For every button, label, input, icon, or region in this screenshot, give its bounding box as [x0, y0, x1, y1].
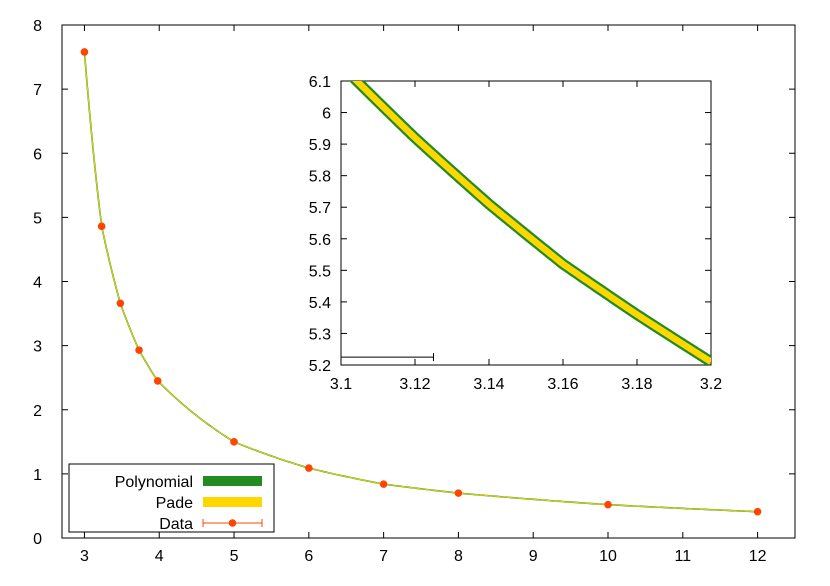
data-point	[379, 480, 388, 488]
data-point	[454, 489, 463, 497]
y-tick-label: 3	[33, 339, 42, 356]
data-point	[135, 346, 143, 354]
x-tick-label: 12	[749, 548, 767, 565]
x-tick-label: 9	[529, 548, 538, 565]
inset-y-tick-label: 5.3	[309, 326, 331, 343]
data-point	[153, 377, 162, 385]
inset-curves	[349, 81, 711, 365]
y-tick-label: 0	[33, 531, 42, 548]
y-tick-label: 2	[33, 403, 42, 420]
y-tick-label: 5	[33, 210, 42, 227]
legend-label: Pade	[156, 495, 193, 512]
data-point	[604, 500, 612, 509]
inset-x-tick-label: 3.2	[700, 376, 722, 393]
y-tick-label: 4	[33, 275, 42, 292]
x-tick-label: 11	[675, 548, 692, 565]
inset-x-tick-label: 3.12	[399, 376, 430, 393]
inset-y-tick-label: 5.6	[309, 232, 331, 249]
inset-pade-band	[352, 81, 711, 365]
legend: Polynomial Pade Data	[68, 463, 275, 533]
x-tick-label: 10	[599, 548, 617, 565]
data-point	[305, 464, 313, 472]
inset-y-tick-label: 5.9	[309, 137, 331, 154]
inset-plot: 3.1 3.12 3.14 3.16 3.18 3.2 5.2 5.3 5.4 5.5 5.6 5.7…	[309, 74, 722, 393]
data-point	[80, 48, 89, 56]
inset-y-tick-label: 6.1	[309, 74, 331, 91]
x-tick-label: 3	[80, 548, 89, 565]
data-point	[97, 222, 106, 231]
legend-swatch	[203, 476, 262, 486]
legend-data-marker	[228, 519, 237, 527]
x-tick-label: 4	[155, 548, 164, 565]
x-tick-label: 5	[230, 548, 239, 565]
y-tick-label: 7	[33, 82, 42, 99]
inset-y-tick-label: 5.2	[309, 358, 331, 375]
x-tick-label: 6	[304, 548, 313, 565]
inset-x-tick-label: 3.1	[330, 376, 352, 393]
inset-y-tick-label: 6	[322, 106, 331, 123]
x-tick-label: 7	[379, 548, 388, 565]
inset-y-tick-label: 5.7	[309, 200, 331, 217]
y-tick-label: 6	[33, 146, 42, 163]
data-point	[753, 507, 762, 516]
x-tick-label: 8	[454, 548, 463, 565]
legend-swatch	[203, 497, 262, 507]
inset-x-tick-label: 3.14	[473, 376, 504, 393]
legend-label: Data	[159, 516, 193, 533]
inset-y-tick-label: 5.4	[309, 295, 331, 312]
inset-y-tick-label: 5.5	[309, 263, 331, 280]
inset-y-tick-label: 5.8	[309, 169, 331, 186]
data-point	[230, 438, 238, 446]
data-point	[116, 299, 125, 308]
inset-x-tick-label: 3.18	[621, 376, 652, 393]
y-tick-label: 8	[33, 18, 42, 35]
legend-label: Polynomial	[115, 474, 193, 491]
pade-band	[83, 51, 758, 513]
y-tick-label: 1	[33, 467, 42, 484]
inset-x-tick-label: 3.16	[547, 376, 578, 393]
